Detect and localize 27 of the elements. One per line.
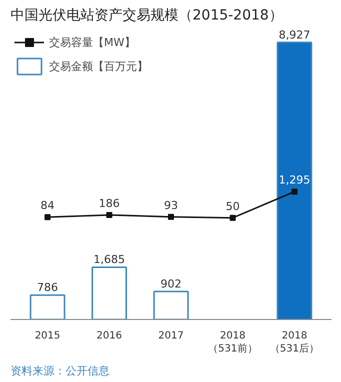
x-tick-label: 2018 （531后） <box>270 330 320 355</box>
text: 资料来源：公开信息 <box>10 364 110 378</box>
data-label: 8,927 <box>278 28 310 42</box>
x-tick-label: 2018 （531前） <box>208 330 258 355</box>
bar <box>276 42 312 320</box>
bar <box>153 290 189 320</box>
data-label: 902 <box>160 277 182 290</box>
point <box>230 214 236 221</box>
data-label: 786 <box>37 281 58 294</box>
point <box>44 214 51 220</box>
point <box>106 212 112 218</box>
data-label: 93 <box>164 198 178 212</box>
point <box>168 214 174 220</box>
data-label: 1,295 <box>278 174 310 187</box>
bar <box>92 266 127 320</box>
legend-label: 交易容量【MW】 <box>49 34 136 50</box>
data-label: 50 <box>226 200 240 213</box>
data-label: 186 <box>98 196 120 210</box>
chart-title: 中国光伏电站资产交易规模（2015-2018） <box>10 8 283 24</box>
point <box>291 188 298 195</box>
data-label: 1,685 <box>94 253 126 266</box>
x-tick-label: 2017 <box>158 330 184 342</box>
bar <box>30 294 66 320</box>
x-tick-label: 2015 <box>34 330 60 342</box>
x-tick-label: 2016 <box>96 330 122 342</box>
data-label: 84 <box>40 199 55 212</box>
legend-label: 交易金额【百万元】 <box>49 58 148 74</box>
